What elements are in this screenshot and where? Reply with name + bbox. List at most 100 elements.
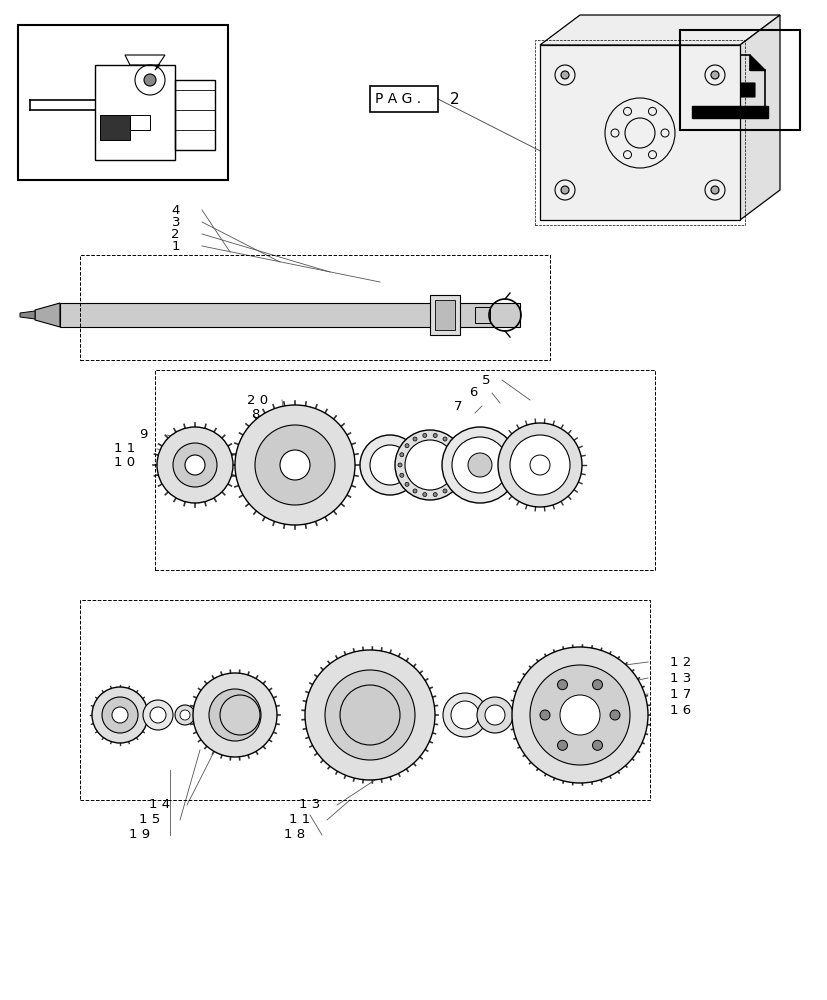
- Text: 1 7: 1 7: [669, 688, 691, 700]
- Text: 2: 2: [171, 228, 179, 240]
- Circle shape: [592, 740, 602, 750]
- Circle shape: [235, 405, 355, 525]
- Bar: [18, 25, 227, 180]
- Circle shape: [150, 707, 165, 723]
- Circle shape: [423, 433, 426, 437]
- Circle shape: [413, 489, 417, 493]
- Circle shape: [557, 740, 566, 750]
- Circle shape: [413, 437, 417, 441]
- Circle shape: [184, 455, 205, 475]
- Circle shape: [394, 430, 465, 500]
- Circle shape: [325, 670, 414, 760]
- Text: P A G .: P A G .: [375, 92, 421, 106]
- Circle shape: [398, 463, 402, 467]
- Circle shape: [592, 680, 602, 690]
- Polygon shape: [539, 15, 779, 45]
- Circle shape: [467, 453, 491, 477]
- Text: 1 8: 1 8: [284, 828, 304, 841]
- Text: 1 1: 1 1: [113, 442, 135, 456]
- Circle shape: [485, 705, 504, 725]
- Bar: [679, 30, 799, 130]
- Text: 1 9: 1 9: [129, 828, 150, 841]
- Circle shape: [143, 700, 173, 730]
- Bar: [429, 295, 460, 335]
- Circle shape: [102, 697, 138, 733]
- Circle shape: [350, 695, 390, 735]
- Polygon shape: [35, 303, 60, 327]
- Circle shape: [399, 453, 404, 457]
- Bar: [539, 45, 739, 220]
- Circle shape: [529, 665, 629, 765]
- Circle shape: [456, 473, 460, 477]
- Circle shape: [144, 74, 155, 86]
- Circle shape: [112, 707, 128, 723]
- Text: 1: 1: [171, 239, 179, 252]
- Circle shape: [179, 710, 189, 720]
- Text: 1 1: 1 1: [289, 813, 309, 826]
- Circle shape: [442, 693, 486, 737]
- Circle shape: [710, 71, 718, 79]
- Circle shape: [225, 705, 245, 725]
- Circle shape: [360, 435, 419, 495]
- Bar: [100, 115, 130, 140]
- Circle shape: [208, 689, 261, 741]
- Circle shape: [452, 437, 508, 493]
- Text: 5: 5: [481, 373, 490, 386]
- Text: 1 3: 1 3: [669, 672, 691, 684]
- Circle shape: [404, 440, 455, 490]
- Circle shape: [174, 705, 195, 725]
- Circle shape: [509, 435, 569, 495]
- Circle shape: [451, 701, 479, 729]
- Circle shape: [559, 695, 600, 735]
- Polygon shape: [739, 15, 779, 220]
- Circle shape: [92, 687, 148, 743]
- Circle shape: [561, 186, 568, 194]
- Circle shape: [451, 482, 454, 486]
- Circle shape: [442, 489, 447, 493]
- Circle shape: [710, 186, 718, 194]
- Circle shape: [404, 444, 409, 448]
- Bar: [174, 80, 215, 150]
- Circle shape: [304, 650, 434, 780]
- Bar: [130, 115, 150, 130]
- Text: 1 3: 1 3: [299, 798, 319, 811]
- Circle shape: [476, 697, 513, 733]
- Text: 2: 2: [449, 92, 459, 107]
- Bar: [691, 106, 767, 118]
- Polygon shape: [20, 311, 35, 319]
- Circle shape: [340, 685, 399, 745]
- Circle shape: [609, 710, 619, 720]
- Bar: [80, 255, 549, 360]
- Text: 9: 9: [140, 428, 148, 442]
- Text: 7: 7: [453, 399, 461, 412]
- Circle shape: [451, 444, 454, 448]
- Bar: [95, 65, 174, 160]
- Text: 1 4: 1 4: [149, 798, 170, 811]
- Text: 4: 4: [171, 204, 179, 217]
- Polygon shape: [719, 75, 754, 105]
- Circle shape: [433, 433, 437, 437]
- Circle shape: [255, 425, 335, 505]
- Circle shape: [220, 695, 260, 735]
- Circle shape: [561, 71, 568, 79]
- Text: 1 0: 1 0: [114, 456, 135, 468]
- Circle shape: [157, 427, 232, 503]
- Text: 1 5: 1 5: [139, 813, 160, 826]
- Circle shape: [433, 493, 437, 497]
- Circle shape: [457, 463, 461, 467]
- Circle shape: [370, 445, 409, 485]
- Bar: [155, 370, 654, 570]
- Circle shape: [173, 443, 217, 487]
- Circle shape: [399, 473, 404, 477]
- Circle shape: [497, 423, 581, 507]
- Circle shape: [511, 647, 648, 783]
- Bar: [80, 600, 649, 800]
- Text: 3: 3: [171, 216, 179, 229]
- Text: 1 6: 1 6: [669, 704, 691, 716]
- Bar: [370, 86, 437, 112]
- Circle shape: [193, 673, 277, 757]
- Bar: [534, 40, 744, 225]
- Circle shape: [404, 482, 409, 486]
- Circle shape: [280, 450, 309, 480]
- Circle shape: [423, 493, 426, 497]
